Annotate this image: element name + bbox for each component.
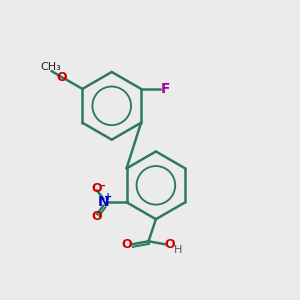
Text: O: O — [164, 238, 175, 251]
Text: O: O — [56, 70, 67, 84]
Text: O: O — [122, 238, 132, 251]
Text: O: O — [92, 182, 102, 195]
Text: N: N — [98, 195, 109, 209]
Text: -: - — [100, 181, 105, 191]
Text: CH₃: CH₃ — [40, 62, 61, 72]
Text: O: O — [92, 210, 102, 223]
Text: H: H — [173, 244, 182, 254]
Text: +: + — [104, 192, 112, 202]
Text: F: F — [161, 82, 170, 96]
